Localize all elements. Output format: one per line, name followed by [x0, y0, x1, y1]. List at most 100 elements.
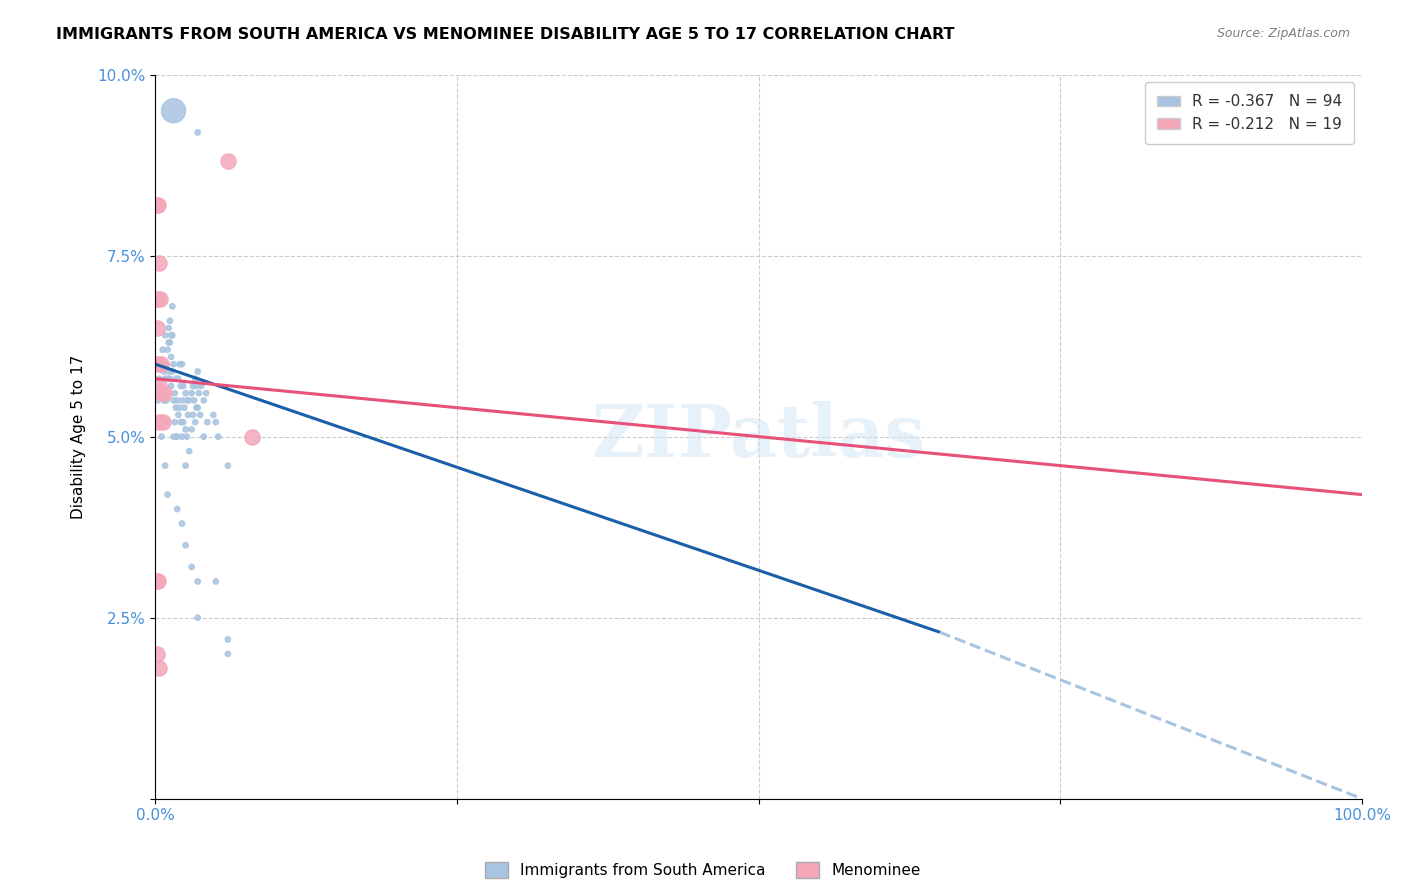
Point [163, 386, 186, 401]
Point [165, 372, 187, 386]
Point [180, 560, 202, 574]
Point [148, 379, 170, 393]
Point [152, 343, 174, 357]
Point [170, 357, 193, 371]
Point [145, 198, 167, 212]
Point [176, 430, 198, 444]
Point [145, 321, 167, 335]
Point [167, 372, 190, 386]
Point [174, 422, 197, 436]
Point [170, 516, 193, 531]
Point [163, 415, 186, 429]
Point [166, 502, 188, 516]
Point [186, 401, 208, 415]
Point [166, 430, 188, 444]
Point [202, 408, 225, 422]
Point [156, 487, 179, 501]
Text: IMMIGRANTS FROM SOUTH AMERICA VS MENOMINEE DISABILITY AGE 5 TO 17 CORRELATION CH: IMMIGRANTS FROM SOUTH AMERICA VS MENOMIN… [56, 27, 955, 42]
Point [153, 393, 176, 408]
Point [148, 256, 170, 270]
Point [153, 372, 176, 386]
Point [195, 386, 218, 401]
Point [145, 647, 167, 661]
Point [157, 321, 180, 335]
Point [162, 103, 184, 118]
Point [217, 458, 239, 473]
Point [184, 372, 207, 386]
Point [176, 393, 198, 408]
Point [157, 364, 180, 378]
Point [187, 574, 209, 589]
Point [160, 350, 183, 364]
Point [204, 415, 226, 429]
Point [217, 632, 239, 647]
Point [181, 379, 204, 393]
Text: ZIPatlas: ZIPatlas [592, 401, 925, 472]
Point [204, 574, 226, 589]
Point [149, 379, 172, 393]
Point [217, 154, 239, 169]
Point [166, 393, 188, 408]
Point [172, 415, 194, 429]
Legend: Immigrants from South America, Menominee: Immigrants from South America, Menominee [479, 856, 927, 884]
Point [187, 610, 209, 624]
Point [156, 415, 179, 429]
Point [152, 415, 174, 429]
Point [156, 372, 179, 386]
Point [146, 357, 169, 371]
Point [148, 372, 170, 386]
Point [160, 379, 183, 393]
Point [165, 430, 187, 444]
Text: Source: ZipAtlas.com: Source: ZipAtlas.com [1216, 27, 1350, 40]
Point [183, 393, 205, 408]
Point [155, 393, 177, 408]
Point [148, 661, 170, 675]
Point [193, 393, 215, 408]
Point [162, 328, 184, 343]
Point [207, 430, 229, 444]
Point [146, 574, 169, 589]
Point [160, 328, 183, 343]
Point [170, 393, 193, 408]
Point [159, 335, 181, 350]
Point [153, 458, 176, 473]
Point [153, 386, 176, 401]
Point [153, 364, 176, 378]
Point [153, 328, 176, 343]
Point [187, 386, 209, 401]
Point [148, 415, 170, 429]
Point [181, 408, 204, 422]
Point [150, 430, 173, 444]
Point [170, 379, 193, 393]
Point [173, 401, 195, 415]
Point [146, 393, 169, 408]
Point [217, 647, 239, 661]
Point [162, 364, 184, 378]
Point [145, 357, 167, 371]
Point [145, 292, 167, 306]
Point [157, 335, 180, 350]
Point [193, 430, 215, 444]
Point [159, 314, 181, 328]
Point [162, 430, 184, 444]
Point [180, 386, 202, 401]
Y-axis label: Disability Age 5 to 17: Disability Age 5 to 17 [72, 354, 86, 519]
Point [169, 401, 191, 415]
Point [156, 343, 179, 357]
Point [187, 364, 209, 378]
Point [177, 408, 200, 422]
Point [146, 198, 169, 212]
Point [195, 415, 218, 429]
Point [155, 357, 177, 371]
Point [188, 408, 211, 422]
Point [162, 393, 184, 408]
Point [150, 357, 173, 371]
Point [174, 458, 197, 473]
Point [179, 393, 201, 408]
Point [240, 430, 263, 444]
Point [187, 401, 209, 415]
Point [170, 430, 193, 444]
Point [174, 538, 197, 552]
Point [159, 372, 181, 386]
Point [180, 422, 202, 436]
